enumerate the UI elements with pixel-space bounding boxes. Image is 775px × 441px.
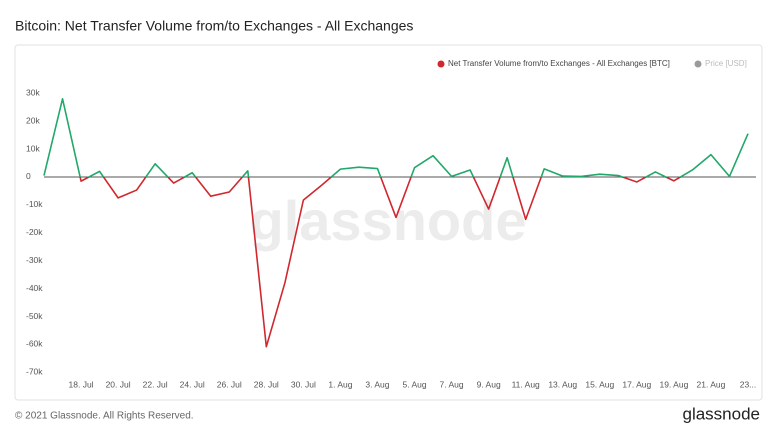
- x-tick-label: 18. Jul: [69, 379, 94, 389]
- y-tick-label: 20k: [26, 115, 40, 125]
- y-tick-label: -40k: [26, 283, 43, 293]
- y-tick-label: -30k: [26, 255, 43, 265]
- y-tick-label: -10k: [26, 199, 43, 209]
- y-tick-label: -70k: [26, 367, 43, 377]
- y-tick-label: 10k: [26, 143, 40, 153]
- x-tick-label: 1. Aug: [328, 379, 352, 389]
- y-tick-label: 30k: [26, 87, 40, 97]
- x-tick-label: 24. Jul: [180, 379, 205, 389]
- x-tick-label: 9. Aug: [477, 379, 501, 389]
- legend-label[interactable]: Price [USD]: [705, 59, 747, 68]
- x-tick-label: 7. Aug: [440, 379, 464, 389]
- x-tick-label: 19. Aug: [659, 379, 688, 389]
- y-tick-label: -60k: [26, 339, 43, 349]
- x-tick-label: 21. Aug: [697, 379, 726, 389]
- logo: glassnode: [682, 404, 760, 423]
- x-tick-label: 28. Jul: [254, 379, 279, 389]
- legend-marker: [694, 60, 702, 68]
- watermark: glassnode: [250, 189, 527, 252]
- y-tick-label: -20k: [26, 227, 43, 237]
- x-tick-label: 20. Jul: [106, 379, 131, 389]
- x-tick-label: 30. Jul: [291, 379, 316, 389]
- series-line: [79, 176, 731, 348]
- x-tick-label: 26. Jul: [217, 379, 242, 389]
- series-line: [43, 97, 749, 177]
- y-tick-label: 0: [26, 171, 31, 181]
- y-tick-label: -50k: [26, 311, 43, 321]
- x-tick-label: 15. Aug: [585, 379, 614, 389]
- x-tick-label: 13. Aug: [548, 379, 577, 389]
- x-tick-label: 3. Aug: [365, 379, 389, 389]
- copyright: © 2021 Glassnode. All Rights Reserved.: [15, 411, 194, 422]
- x-tick-label: 11. Aug: [512, 379, 540, 389]
- legend-marker: [437, 60, 445, 68]
- chart-panel: [14, 44, 763, 401]
- legend-label[interactable]: Net Transfer Volume from/to Exchanges - …: [448, 59, 670, 68]
- x-tick-label: 5. Aug: [402, 379, 426, 389]
- x-tick-label: 23...: [740, 379, 757, 389]
- x-tick-label: 17. Aug: [622, 379, 651, 389]
- x-tick-label: 22. Jul: [143, 379, 168, 389]
- chart-title: Bitcoin: Net Transfer Volume from/to Exc…: [15, 18, 413, 34]
